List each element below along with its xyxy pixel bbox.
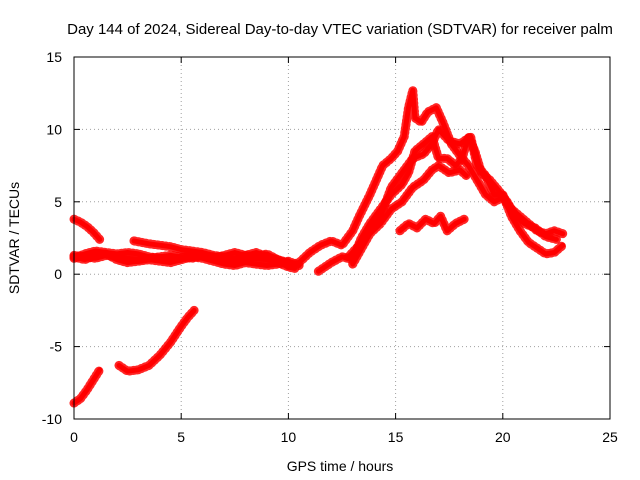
series-markers-segment-6 bbox=[69, 365, 105, 408]
x-tick-label: 15 bbox=[388, 429, 404, 445]
x-tick-label: 5 bbox=[177, 429, 185, 445]
plot-frame bbox=[73, 56, 611, 420]
y-tick-label: 10 bbox=[46, 121, 62, 137]
x-tick-label: 0 bbox=[70, 429, 78, 445]
x-tick-label: 10 bbox=[281, 429, 297, 445]
x-axis-label: GPS time / hours bbox=[287, 458, 394, 474]
y-tick-label: 5 bbox=[54, 194, 62, 210]
y-tick-label: -10 bbox=[42, 411, 62, 427]
series-markers-segment-4 bbox=[129, 236, 293, 268]
y-tick-label: 15 bbox=[46, 49, 62, 65]
data-series bbox=[69, 85, 568, 408]
series-markers-segment-10 bbox=[343, 124, 568, 262]
series-markers-segment-5 bbox=[69, 214, 105, 244]
series-markers-segment-12 bbox=[395, 211, 469, 236]
y-axis-label: SDTVAR / TECUs bbox=[6, 182, 22, 294]
series-markers-segment-11 bbox=[348, 161, 471, 269]
x-tick-label: 25 bbox=[602, 429, 618, 445]
y-tick-label: 0 bbox=[54, 266, 62, 282]
grid bbox=[74, 57, 610, 419]
y-tick-label: -5 bbox=[50, 339, 63, 355]
series-segment-11 bbox=[350, 163, 469, 267]
series-markers-segment-3 bbox=[69, 249, 304, 270]
series-markers-segment-7 bbox=[114, 305, 199, 376]
axis-ticks: 0 5 10 15 20 25 -10 -5 0 5 10 15 bbox=[42, 49, 618, 445]
chart-title: Day 144 of 2024, Sidereal Day-to-day VTE… bbox=[67, 21, 613, 38]
x-tick-label: 20 bbox=[495, 429, 511, 445]
